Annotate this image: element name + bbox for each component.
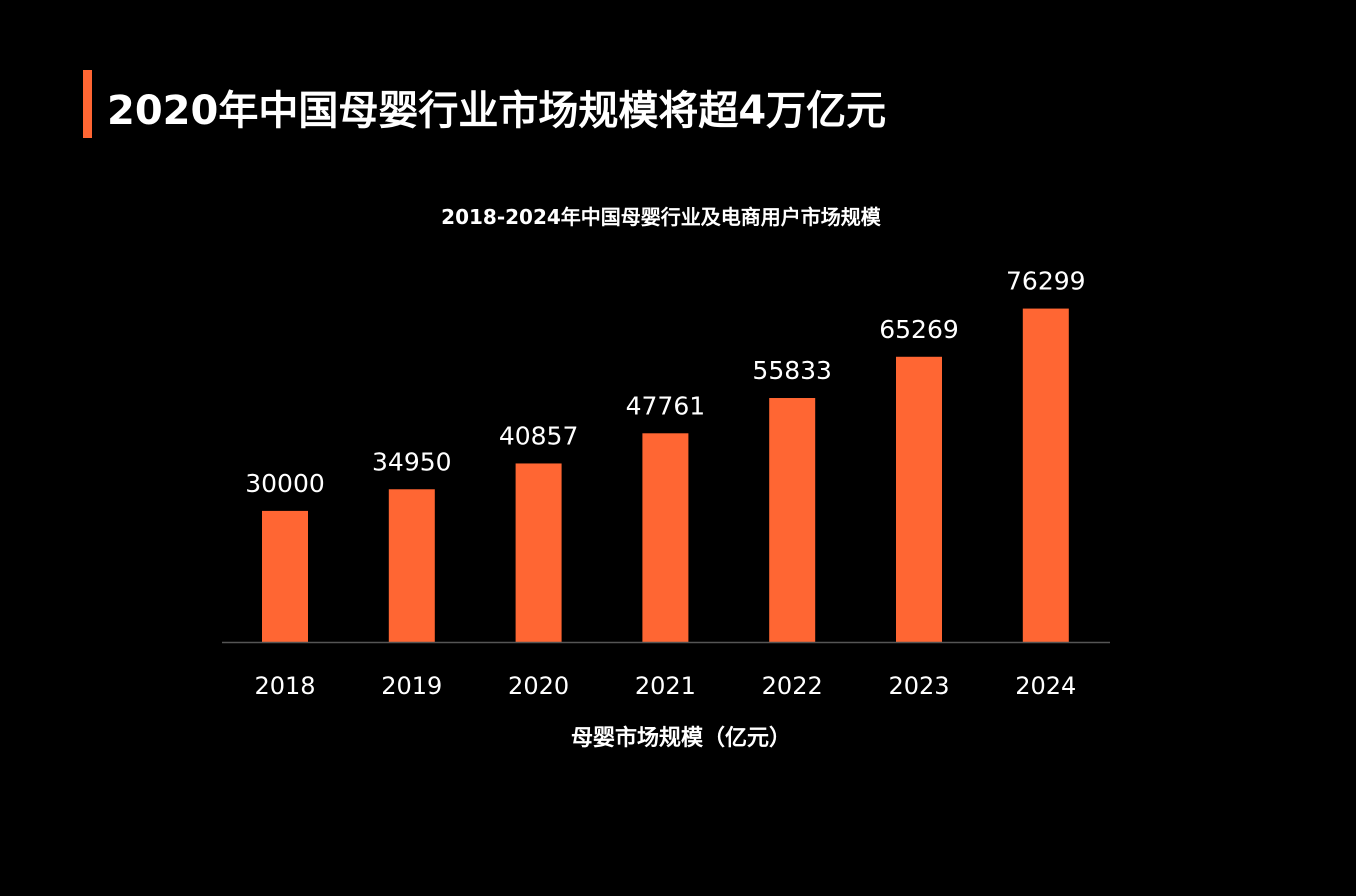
data-label-2021: 47761 [626, 391, 706, 420]
bar-2019 [388, 489, 435, 642]
data-label-2019: 34950 [372, 447, 452, 476]
data-label-2022: 55833 [752, 356, 832, 385]
x-tick-label-2020: 2020 [508, 672, 569, 700]
x-tick-label-2024: 2024 [1015, 672, 1076, 700]
data-label-2024: 76299 [1006, 267, 1086, 296]
x-tick-label-2019: 2019 [381, 672, 442, 700]
data-label-2018: 30000 [245, 469, 325, 498]
bar-2023 [896, 356, 942, 642]
bar-2021 [642, 433, 689, 642]
bar-2022 [769, 398, 816, 642]
bar-2018 [262, 510, 308, 642]
bar-2024 [1022, 308, 1069, 642]
data-label-2023: 65269 [879, 315, 959, 344]
x-tick-label-2018: 2018 [254, 672, 315, 700]
chart-title: 2018-2024年中国母婴行业及电商用户市场规模 [441, 205, 881, 229]
page-title: 2020年中国母婴行业市场规模将超4万亿元 [107, 88, 887, 134]
x-tick-label-2022: 2022 [762, 672, 823, 700]
x-tick-label-2021: 2021 [635, 672, 696, 700]
bar-2020 [515, 463, 562, 642]
data-label-2020: 40857 [499, 421, 579, 450]
title-accent-bar [83, 70, 92, 138]
x-axis-label: 母婴市场规模（亿元） [570, 726, 791, 751]
x-tick-label-2023: 2023 [888, 672, 949, 700]
